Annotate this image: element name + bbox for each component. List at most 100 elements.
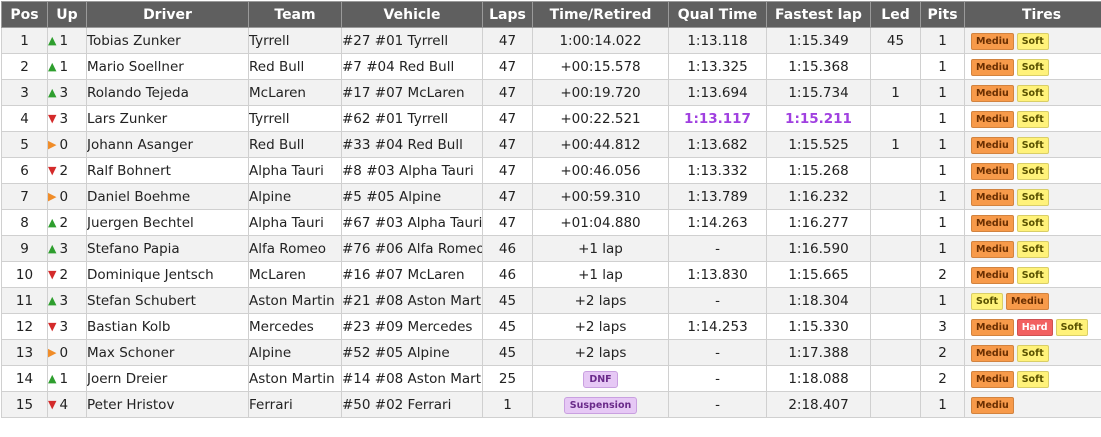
cell-fastest-lap: 1:16.277 — [767, 210, 871, 236]
cell-pits: 1 — [921, 210, 965, 236]
cell-fastest-lap: 1:15.734 — [767, 80, 871, 106]
cell-time-retired: +00:46.056 — [533, 158, 669, 184]
cell-pos: 13 — [2, 340, 48, 366]
cell-led — [871, 210, 921, 236]
cell-pos: 7 — [2, 184, 48, 210]
cell-pos: 8 — [2, 210, 48, 236]
cell-laps: 46 — [483, 236, 533, 262]
tire-badge-soft: Soft — [1017, 241, 1049, 258]
cell-time-retired: +2 laps — [533, 314, 669, 340]
cell-time-retired: +00:59.310 — [533, 184, 669, 210]
down-arrow-icon: ▼ — [48, 112, 56, 125]
position-change-value: 1 — [59, 371, 68, 387]
header-tires[interactable]: Tires — [965, 2, 1101, 28]
cell-pits: 1 — [921, 54, 965, 80]
cell-vehicle: #27 #01 Tyrrell — [342, 28, 483, 54]
cell-driver: Lars Zunker — [87, 106, 249, 132]
tire-badge-medium: Mediu — [971, 137, 1014, 154]
cell-team: Alpha Tauri — [249, 210, 342, 236]
down-arrow-icon: ▼ — [48, 320, 56, 333]
header-driver[interactable]: Driver — [87, 2, 249, 28]
cell-team: McLaren — [249, 80, 342, 106]
up-arrow-icon: ▲ — [48, 86, 56, 99]
cell-vehicle: #16 #07 McLaren — [342, 262, 483, 288]
header-time-retired[interactable]: Time/Retired — [533, 2, 669, 28]
cell-time-retired: 1:00:14.022 — [533, 28, 669, 54]
header-vehicle[interactable]: Vehicle — [342, 2, 483, 28]
cell-laps: 47 — [483, 184, 533, 210]
header-fastest-lap[interactable]: Fastest lap — [767, 2, 871, 28]
cell-team: Alfa Romeo — [249, 236, 342, 262]
tire-badge-medium: Mediu — [971, 371, 1014, 388]
header-pos[interactable]: Pos — [2, 2, 48, 28]
cell-led — [871, 392, 921, 418]
cell-pits: 1 — [921, 28, 965, 54]
up-arrow-icon: ▲ — [48, 34, 56, 47]
cell-driver: Max Schoner — [87, 340, 249, 366]
cell-laps: 45 — [483, 314, 533, 340]
header-laps[interactable]: Laps — [483, 2, 533, 28]
cell-up: ▼4 — [48, 392, 87, 418]
header-team[interactable]: Team — [249, 2, 342, 28]
cell-driver: Juergen Bechtel — [87, 210, 249, 236]
cell-pos: 6 — [2, 158, 48, 184]
cell-fastest-lap: 1:16.590 — [767, 236, 871, 262]
cell-fastest-lap: 2:18.407 — [767, 392, 871, 418]
cell-team: Alpha Tauri — [249, 158, 342, 184]
cell-driver: Peter Hristov — [87, 392, 249, 418]
cell-fastest-lap: 1:18.088 — [767, 366, 871, 392]
cell-driver: Dominique Jentsch — [87, 262, 249, 288]
cell-pits: 1 — [921, 184, 965, 210]
cell-laps: 47 — [483, 132, 533, 158]
tire-badge-medium: Mediu — [971, 215, 1014, 232]
table-header-row: Pos Up Driver Team Vehicle Laps Time/Ret… — [2, 2, 1101, 28]
header-qual-time[interactable]: Qual Time — [669, 2, 767, 28]
cell-driver: Rolando Tejeda — [87, 80, 249, 106]
cell-pos: 3 — [2, 80, 48, 106]
tire-badge-soft: Soft — [1017, 163, 1049, 180]
tire-badge-soft: Soft — [1017, 59, 1049, 76]
cell-fastest-lap: 1:15.211 — [767, 106, 871, 132]
cell-led — [871, 340, 921, 366]
header-led[interactable]: Led — [871, 2, 921, 28]
cell-qual-time: 1:13.325 — [669, 54, 767, 80]
position-change-value: 0 — [59, 137, 68, 153]
cell-led — [871, 366, 921, 392]
right-arrow-icon: ▶ — [48, 346, 56, 359]
cell-pits: 1 — [921, 288, 965, 314]
cell-team: Ferrari — [249, 392, 342, 418]
cell-laps: 47 — [483, 80, 533, 106]
cell-laps: 45 — [483, 288, 533, 314]
tire-badge-medium: Mediu — [971, 85, 1014, 102]
cell-led: 45 — [871, 28, 921, 54]
tire-badge-soft: Soft — [1056, 319, 1088, 336]
cell-qual-time: - — [669, 392, 767, 418]
position-change-value: 3 — [59, 85, 68, 101]
cell-vehicle: #7 #04 Red Bull — [342, 54, 483, 80]
cell-vehicle: #67 #03 Alpha Tauri — [342, 210, 483, 236]
right-arrow-icon: ▶ — [48, 138, 56, 151]
cell-driver: Daniel Boehme — [87, 184, 249, 210]
race-results-table: Pos Up Driver Team Vehicle Laps Time/Ret… — [1, 1, 1101, 418]
header-up[interactable]: Up — [48, 2, 87, 28]
position-change-value: 0 — [59, 345, 68, 361]
cell-time-retired: +2 laps — [533, 340, 669, 366]
header-pits[interactable]: Pits — [921, 2, 965, 28]
tire-badge-medium: Mediu — [971, 241, 1014, 258]
